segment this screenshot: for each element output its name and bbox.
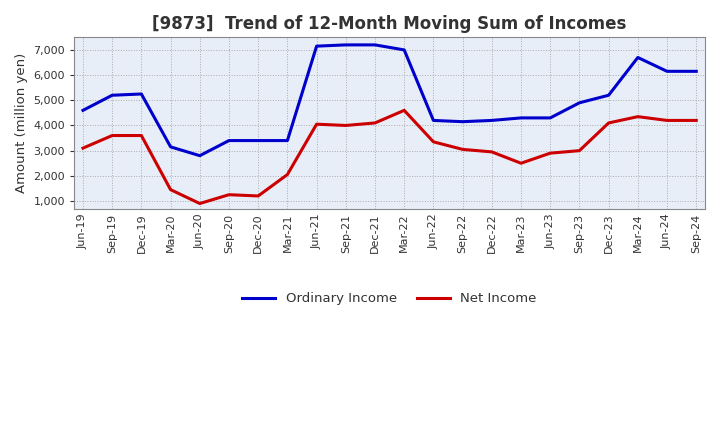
Title: [9873]  Trend of 12-Month Moving Sum of Incomes: [9873] Trend of 12-Month Moving Sum of I… <box>153 15 627 33</box>
Y-axis label: Amount (million yen): Amount (million yen) <box>15 53 28 193</box>
Net Income <box>225 192 233 198</box>
Ordinary Income <box>546 115 554 121</box>
Net Income <box>371 120 379 125</box>
Net Income <box>459 147 467 152</box>
Ordinary Income <box>78 108 87 113</box>
Net Income <box>546 150 554 156</box>
Ordinary Income <box>341 42 350 48</box>
Ordinary Income <box>312 44 321 49</box>
Net Income <box>312 121 321 127</box>
Ordinary Income <box>254 138 263 143</box>
Net Income <box>254 193 263 198</box>
Net Income <box>195 201 204 206</box>
Ordinary Income <box>137 92 145 97</box>
Legend: Ordinary Income, Net Income: Ordinary Income, Net Income <box>237 287 542 311</box>
Net Income <box>662 118 671 123</box>
Ordinary Income <box>459 119 467 125</box>
Net Income <box>604 120 613 125</box>
Net Income <box>78 146 87 151</box>
Net Income <box>400 108 408 113</box>
Ordinary Income <box>692 69 701 74</box>
Ordinary Income <box>517 115 526 121</box>
Net Income <box>692 118 701 123</box>
Ordinary Income <box>604 92 613 98</box>
Ordinary Income <box>195 153 204 158</box>
Net Income <box>487 149 496 154</box>
Line: Ordinary Income: Ordinary Income <box>83 45 696 156</box>
Ordinary Income <box>166 144 175 150</box>
Net Income <box>634 114 642 119</box>
Ordinary Income <box>487 118 496 123</box>
Net Income <box>341 123 350 128</box>
Ordinary Income <box>575 100 584 106</box>
Ordinary Income <box>429 118 438 123</box>
Ordinary Income <box>400 47 408 52</box>
Line: Net Income: Net Income <box>83 110 696 204</box>
Ordinary Income <box>108 92 117 98</box>
Net Income <box>108 133 117 138</box>
Ordinary Income <box>283 138 292 143</box>
Ordinary Income <box>371 42 379 48</box>
Net Income <box>429 139 438 144</box>
Net Income <box>575 148 584 153</box>
Net Income <box>283 172 292 177</box>
Net Income <box>137 133 145 138</box>
Ordinary Income <box>225 138 233 143</box>
Ordinary Income <box>662 69 671 74</box>
Net Income <box>517 161 526 166</box>
Net Income <box>166 187 175 192</box>
Ordinary Income <box>634 55 642 60</box>
